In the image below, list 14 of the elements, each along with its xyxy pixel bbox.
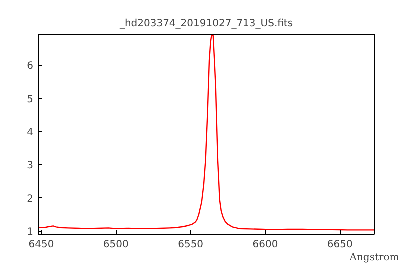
y-tick-label: 4	[27, 128, 34, 139]
x-tick-label: 6500	[103, 240, 129, 250]
line-series	[38, 35, 374, 231]
x-tick-label: 6450	[28, 240, 54, 250]
chart-title: _hd203374_20191027_713_US.fits	[118, 18, 294, 30]
y-tick-label: 1	[27, 227, 34, 238]
y-tick-label: 2	[27, 194, 34, 205]
x-tick-label: 6600	[252, 240, 278, 250]
x-tick-label: 6650	[327, 240, 353, 250]
x-tick-label: 6550	[178, 240, 204, 250]
y-tick-label: 5	[27, 94, 34, 106]
y-tick-label: 3	[27, 160, 34, 172]
x-axis-title: Angstrom	[348, 252, 400, 264]
y-tick-label: 6	[27, 61, 34, 72]
